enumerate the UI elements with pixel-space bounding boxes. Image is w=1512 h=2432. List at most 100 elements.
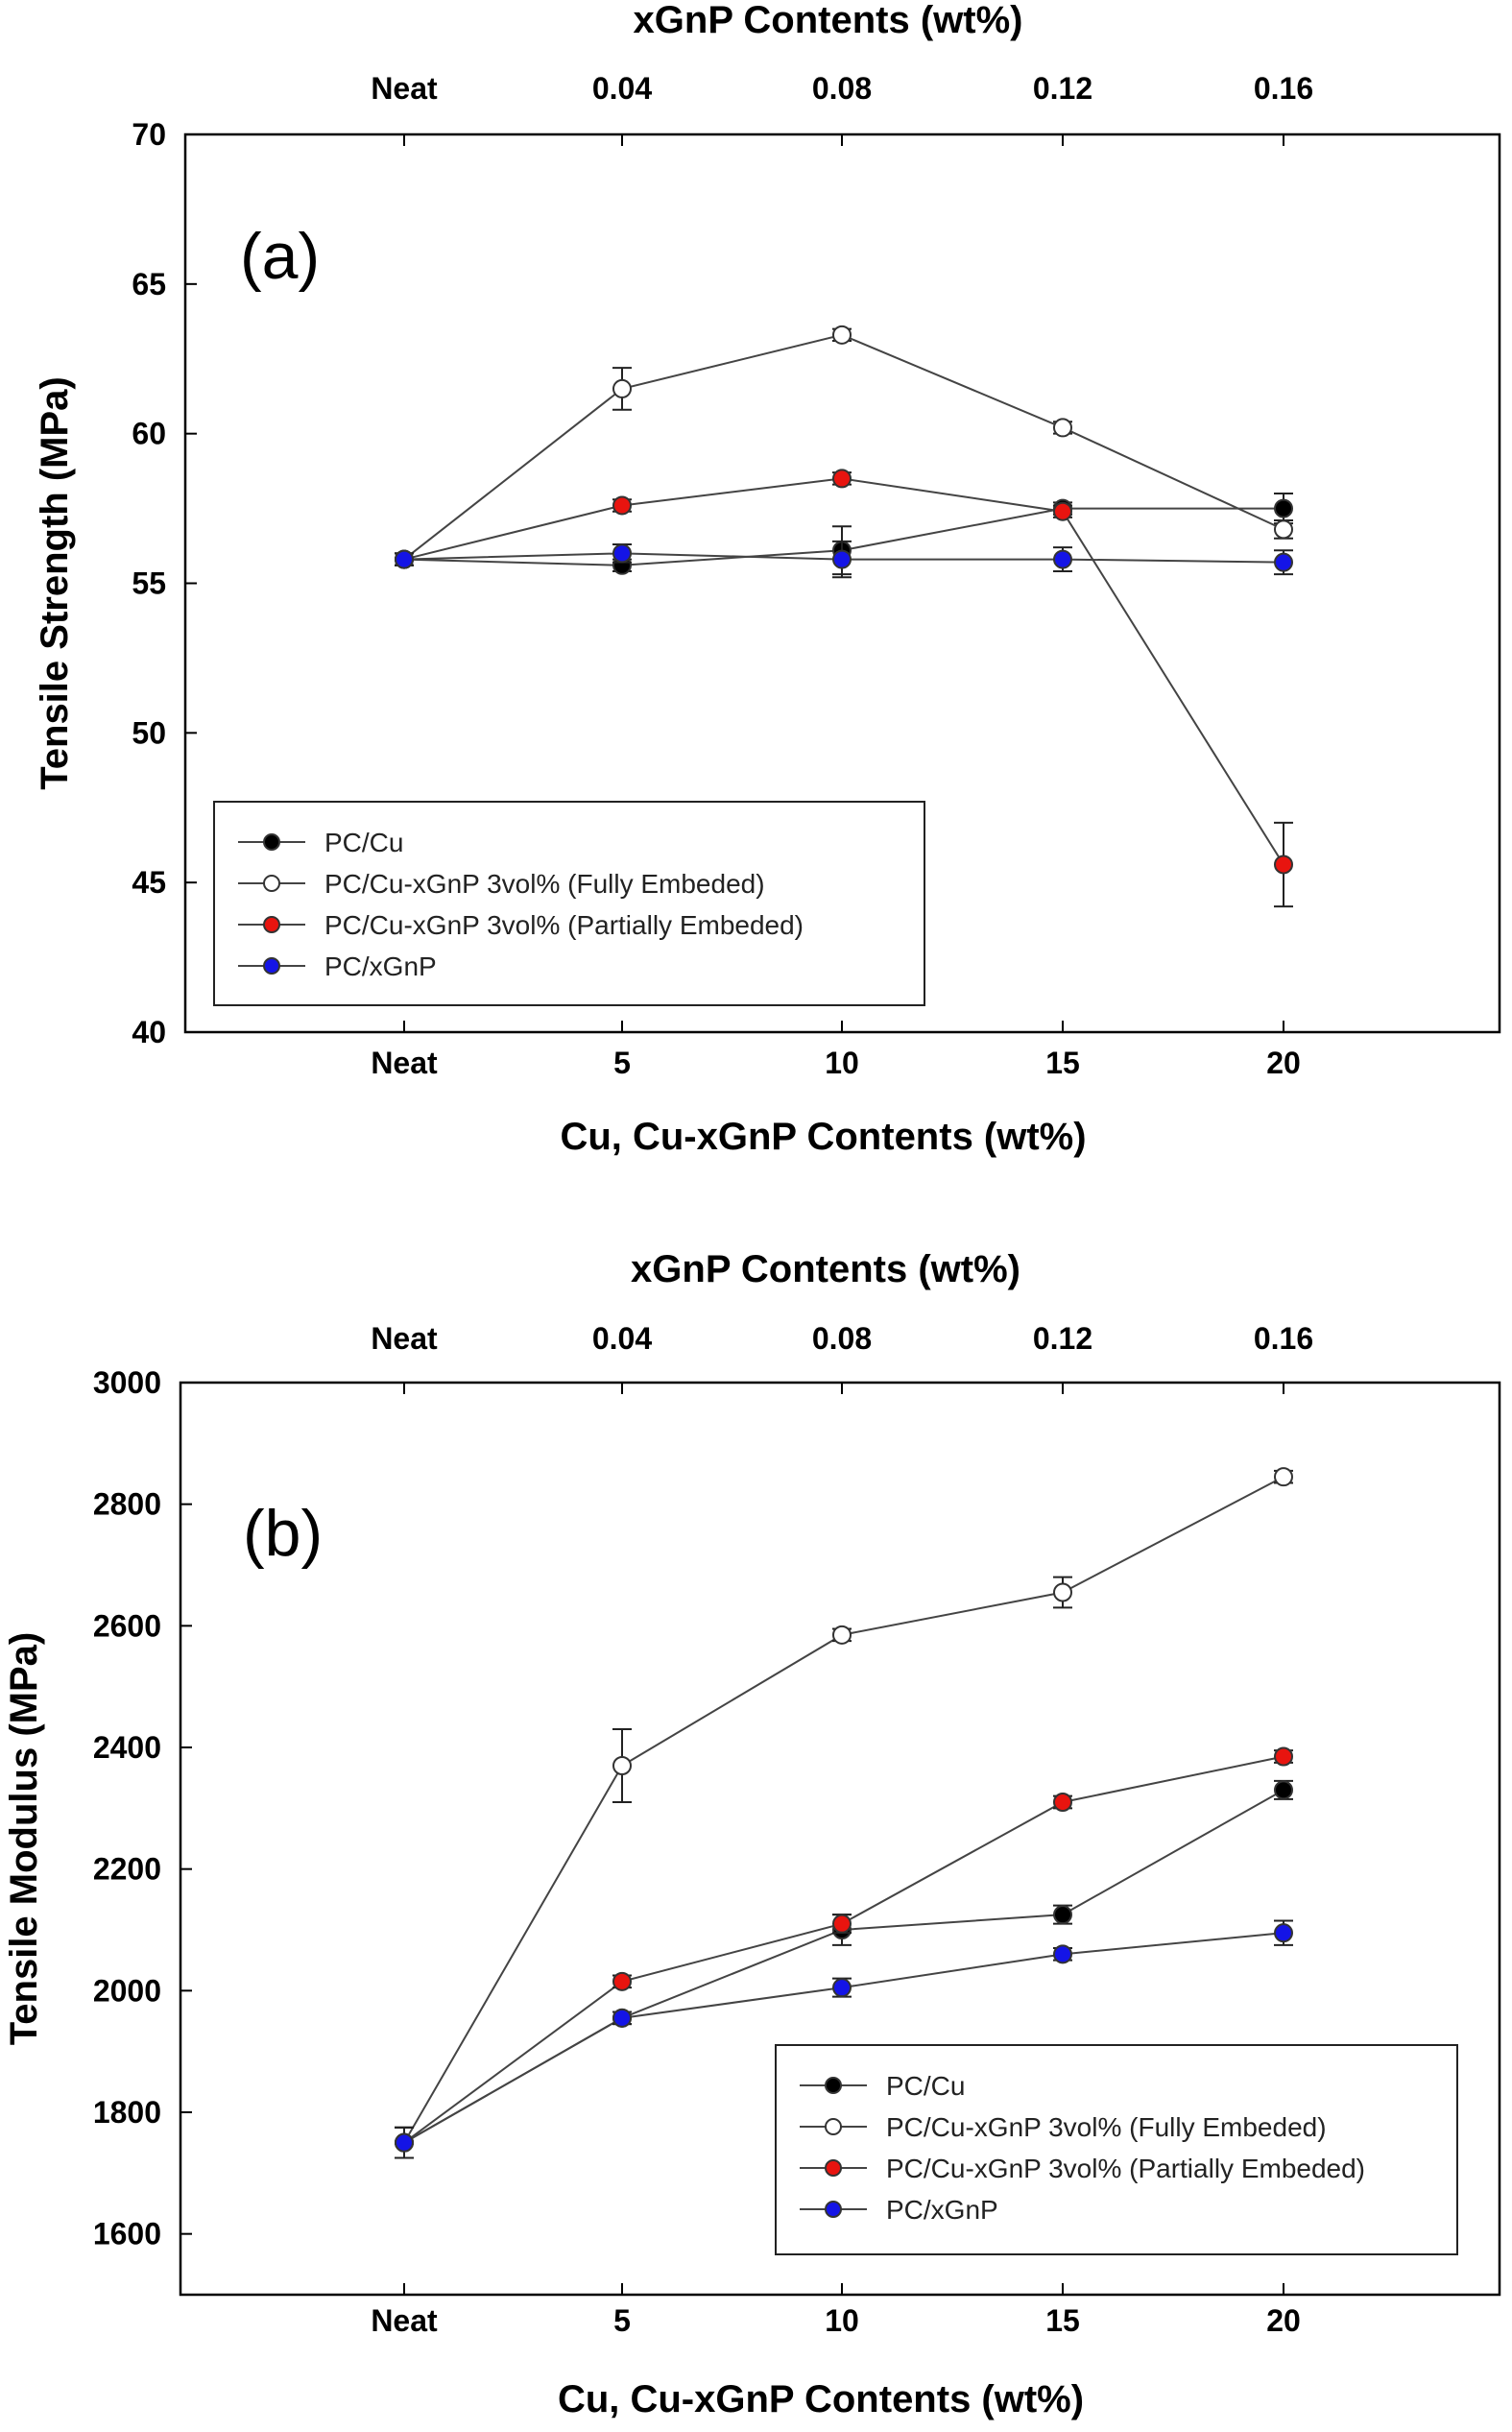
top-x-tick-label: 0.16 [1254, 71, 1313, 106]
legend-marker [825, 2077, 842, 2094]
plot-frame [179, 1381, 1501, 2297]
legend-box [775, 2044, 1458, 2255]
top-x-tick-label: 0.04 [592, 71, 652, 106]
top-x-axis-title: xGnP Contents (wt%) [631, 1248, 1020, 1290]
y-axis-title: Tensile Modulus (MPa) [3, 1632, 45, 2045]
legend-marker [825, 2118, 842, 2135]
x-tick-label: 20 [1266, 2303, 1301, 2338]
legend: PC/Cu PC/Cu-xGnP 3vol% (Fully Embeded) PC/… [213, 801, 925, 1006]
x-tick-label: 5 [613, 2303, 631, 2338]
x-tick-label: 10 [825, 1046, 859, 1080]
y-tick-label: 2200 [93, 1852, 161, 1887]
x-tick-label: 5 [613, 1046, 631, 1080]
y-tick-label: 70 [132, 117, 166, 152]
y-tick-label: 55 [132, 566, 166, 601]
data-point [395, 549, 414, 569]
data-point [1274, 1923, 1293, 1943]
legend-marker [263, 916, 280, 933]
data-point [1053, 1793, 1072, 1812]
top-x-tick-label: Neat [371, 71, 438, 106]
data-point [832, 1914, 852, 1934]
y-tick-label: 2600 [93, 1608, 161, 1643]
data-point [832, 1625, 852, 1645]
data-point [1274, 1746, 1293, 1767]
panel-label: (b) [243, 1497, 323, 1570]
data-point [1274, 519, 1293, 540]
y-tick-label: 2000 [93, 1973, 161, 2008]
y-tick-label: 2400 [93, 1730, 161, 1765]
legend-marker [263, 833, 280, 851]
top-x-axis-title: xGnP Contents (wt%) [634, 0, 1023, 41]
x-tick-label: 15 [1045, 1046, 1080, 1080]
data-point [1274, 855, 1293, 875]
top-x-tick-label: 0.04 [592, 1321, 652, 1356]
top-x-tick-label: 0.12 [1033, 1321, 1092, 1356]
y-tick-label: 45 [132, 865, 166, 900]
legend-label: PC/xGnP [324, 951, 437, 981]
legend-marker [263, 875, 280, 892]
x-tick-label: Neat [371, 2303, 438, 2338]
series-1 [395, 325, 1293, 569]
y-tick-label: 60 [132, 417, 166, 451]
data-point [612, 1971, 632, 1991]
data-point [612, 1756, 632, 1775]
data-point [1053, 1944, 1072, 1964]
top-x-tick-label: 0.08 [812, 1321, 872, 1356]
top-x-tick-label: 0.12 [1033, 71, 1092, 106]
legend-box [213, 801, 925, 1006]
legend-label: PC/Cu [886, 2071, 965, 2101]
legend-label: PC/Cu-xGnP 3vol% (Fully Embeded) [324, 869, 765, 899]
panel-label: (a) [240, 220, 320, 293]
legend-label: PC/Cu-xGnP 3vol% (Fully Embeded) [886, 2112, 1327, 2142]
series-1 [395, 1467, 1293, 2159]
legend-marker [263, 957, 280, 975]
y-tick-label: 1800 [93, 2095, 161, 2130]
data-point [1053, 1582, 1072, 1602]
data-point [1274, 1780, 1293, 1800]
x-tick-label: 15 [1045, 2303, 1080, 2338]
data-point [1053, 549, 1072, 569]
series-3 [395, 1919, 1293, 2159]
chart-panel-a: 40 45 50 55 60 65 70 Neat Neat 5 0.04 10 0.08 15 0.12 2… [34, 0, 1501, 1158]
y-tick-label: 1600 [93, 2217, 161, 2251]
data-point [1274, 498, 1293, 518]
legend-label: PC/Cu-xGnP 3vol% (Partially Embeded) [886, 2154, 1365, 2183]
data-point [1274, 1467, 1293, 1487]
data-point [832, 469, 852, 489]
top-x-tick-label: Neat [371, 1321, 438, 1356]
legend-label: PC/Cu-xGnP 3vol% (Partially Embeded) [324, 910, 804, 940]
data-point [832, 1978, 852, 1998]
x-axis-title: Cu, Cu-xGnP Contents (wt%) [560, 1116, 1086, 1158]
series-line [403, 1476, 1284, 2144]
x-tick-label: 20 [1266, 1046, 1301, 1080]
data-point [1053, 501, 1072, 521]
legend: PC/Cu PC/Cu-xGnP 3vol% (Fully Embeded) PC/… [775, 2044, 1458, 2255]
y-tick-label: 2800 [93, 1487, 161, 1522]
top-x-tick-label: 0.16 [1254, 1321, 1313, 1356]
legend-marker [825, 2201, 842, 2218]
y-tick-label: 3000 [93, 1365, 161, 1400]
x-tick-label: Neat [371, 1046, 438, 1080]
data-point [395, 2132, 414, 2153]
chart-panel-b: 1600 1800 2000 2200 2400 2600 2800 3000 Neat Neat… [3, 1248, 1501, 2420]
data-point [612, 543, 632, 564]
data-point [612, 378, 632, 398]
legend-label: PC/Cu [324, 828, 403, 857]
y-tick-label: 65 [132, 267, 166, 301]
y-axis-title: Tensile Strength (MPa) [34, 376, 76, 789]
top-x-tick-label: 0.08 [812, 71, 872, 106]
data-point [832, 549, 852, 569]
y-tick-label: 50 [132, 715, 166, 750]
legend-marker [825, 2159, 842, 2177]
data-point [612, 2008, 632, 2028]
data-point [1274, 552, 1293, 572]
data-point [832, 325, 852, 345]
legend-label: PC/xGnP [886, 2195, 998, 2225]
data-point [1053, 1905, 1072, 1925]
x-axis-title: Cu, Cu-xGnP Contents (wt%) [558, 2378, 1084, 2420]
y-tick-label: 40 [132, 1015, 166, 1049]
series-2 [395, 469, 1293, 908]
data-point [612, 495, 632, 516]
x-tick-label: 10 [825, 2303, 859, 2338]
